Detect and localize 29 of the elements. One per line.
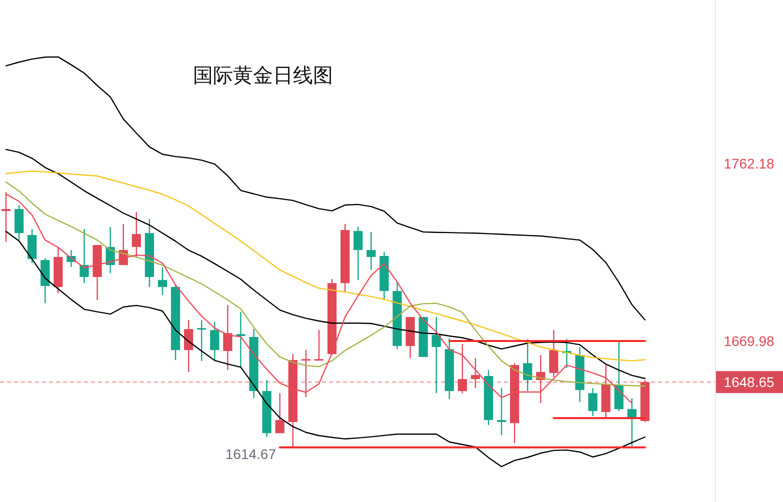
candlestick [80, 228, 89, 284]
ref-line-label: 1648.65 [724, 374, 775, 390]
candlestick [184, 319, 194, 373]
line-series [5, 230, 646, 468]
line-series [5, 56, 646, 320]
candlestick [549, 329, 558, 378]
candlestick [354, 226, 363, 281]
candlestick [588, 388, 598, 417]
candlestick [275, 392, 284, 434]
candlestick [132, 211, 141, 258]
candlestick [197, 319, 206, 362]
annotation: 1614.67 [225, 446, 276, 462]
candlestick [470, 358, 480, 389]
candlestick [1, 191, 11, 243]
y-tick-label: 1762.18 [724, 156, 775, 172]
candlestick [301, 349, 310, 398]
text: 国际黄金日线图 [193, 65, 333, 87]
candlestick [158, 266, 168, 296]
candlestick [366, 231, 376, 271]
candlestick [496, 388, 506, 436]
line-series [5, 148, 646, 380]
y-tick-label: 1669.98 [724, 333, 775, 350]
candlestick [523, 338, 532, 392]
candlestick [236, 311, 246, 369]
candlestick [432, 316, 441, 394]
candlestick [210, 321, 220, 361]
candlestick [458, 343, 467, 394]
candlestick [223, 304, 232, 371]
candlestick [314, 329, 324, 361]
